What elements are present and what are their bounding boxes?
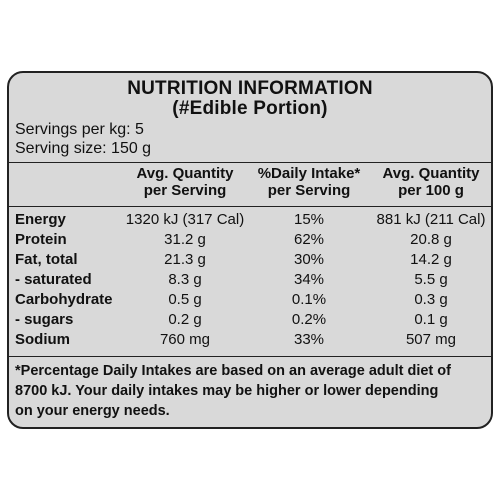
row-daily-intake: 30%	[293, 251, 325, 268]
footnote-line: 8700 kJ. Your daily intakes may be highe…	[15, 383, 439, 399]
table-row: Energy 1320 kJ (317 Cal) 15% 881 kJ (211…	[9, 210, 491, 230]
footnote: *Percentage Daily Intakes are based on a…	[15, 361, 485, 421]
row-per-100g: 0.3 g	[414, 291, 448, 308]
row-per-serving: 760 mg	[159, 331, 211, 348]
row-daily-intake: 0.2%	[291, 311, 327, 328]
column-header-line: per Serving	[267, 182, 351, 199]
servings-per-kg: Servings per kg: 5	[15, 121, 144, 138]
row-label: Protein	[15, 231, 67, 248]
table-row: Protein 31.2 g 62% 20.8 g	[9, 230, 491, 250]
row-per-100g: 881 kJ (211 Cal)	[376, 211, 486, 228]
row-per-100g: 14.2 g	[410, 251, 452, 268]
row-daily-intake: 33%	[293, 331, 325, 348]
row-per-serving: 1320 kJ (317 Cal)	[125, 211, 245, 228]
row-per-serving: 0.5 g	[168, 291, 202, 308]
nutrition-panel: NUTRITION INFORMATION (#Edible Portion) …	[7, 71, 493, 429]
row-per-serving: 21.3 g	[164, 251, 206, 268]
column-header-line: per 100 g	[398, 182, 464, 199]
row-per-100g: 5.5 g	[414, 271, 448, 288]
table-row: Carbohydrate 0.5 g 0.1% 0.3 g	[9, 290, 491, 310]
row-label: Carbohydrate	[15, 291, 113, 308]
serving-size: Serving size: 150 g	[15, 140, 152, 157]
divider-footnote	[9, 356, 491, 357]
row-per-100g: 20.8 g	[410, 231, 452, 248]
column-header-per-100g: Avg. Quantity per 100 g	[372, 165, 490, 199]
row-daily-intake: 0.1%	[291, 291, 327, 308]
row-per-serving: 8.3 g	[168, 271, 202, 288]
column-header-line: Avg. Quantity	[382, 165, 480, 182]
table-row: Sodium 760 mg 33% 507 mg	[9, 330, 491, 350]
divider-header	[9, 206, 491, 207]
row-per-serving: 31.2 g	[164, 231, 206, 248]
row-per-100g: 0.1 g	[414, 311, 448, 328]
column-header-per-serving: Avg. Quantity per Serving	[125, 165, 245, 199]
column-header-line: per Serving	[143, 182, 227, 199]
footnote-line: on your energy needs.	[15, 403, 170, 419]
footnote-line: *Percentage Daily Intakes are based on a…	[15, 363, 451, 379]
column-header-daily-intake: %Daily Intake* per Serving	[247, 165, 371, 199]
panel-title: NUTRITION INFORMATION	[127, 78, 373, 99]
column-header-line: Avg. Quantity	[136, 165, 234, 182]
row-daily-intake: 34%	[293, 271, 325, 288]
row-label: - sugars	[15, 311, 74, 328]
row-per-100g: 507 mg	[405, 331, 457, 348]
table-row: Fat, total 21.3 g 30% 14.2 g	[9, 250, 491, 270]
row-daily-intake: 62%	[293, 231, 325, 248]
row-label: Sodium	[15, 331, 70, 348]
table-row: - saturated 8.3 g 34% 5.5 g	[9, 270, 491, 290]
table-row: - sugars 0.2 g 0.2% 0.1 g	[9, 310, 491, 330]
row-per-serving: 0.2 g	[168, 311, 202, 328]
panel-subtitle: (#Edible Portion)	[172, 98, 328, 119]
row-daily-intake: 15%	[293, 211, 325, 228]
row-label: Energy	[15, 211, 66, 228]
column-header-line: %Daily Intake*	[257, 165, 361, 182]
divider-top	[9, 162, 491, 163]
row-label: Fat, total	[15, 251, 78, 268]
row-label: - saturated	[15, 271, 92, 288]
